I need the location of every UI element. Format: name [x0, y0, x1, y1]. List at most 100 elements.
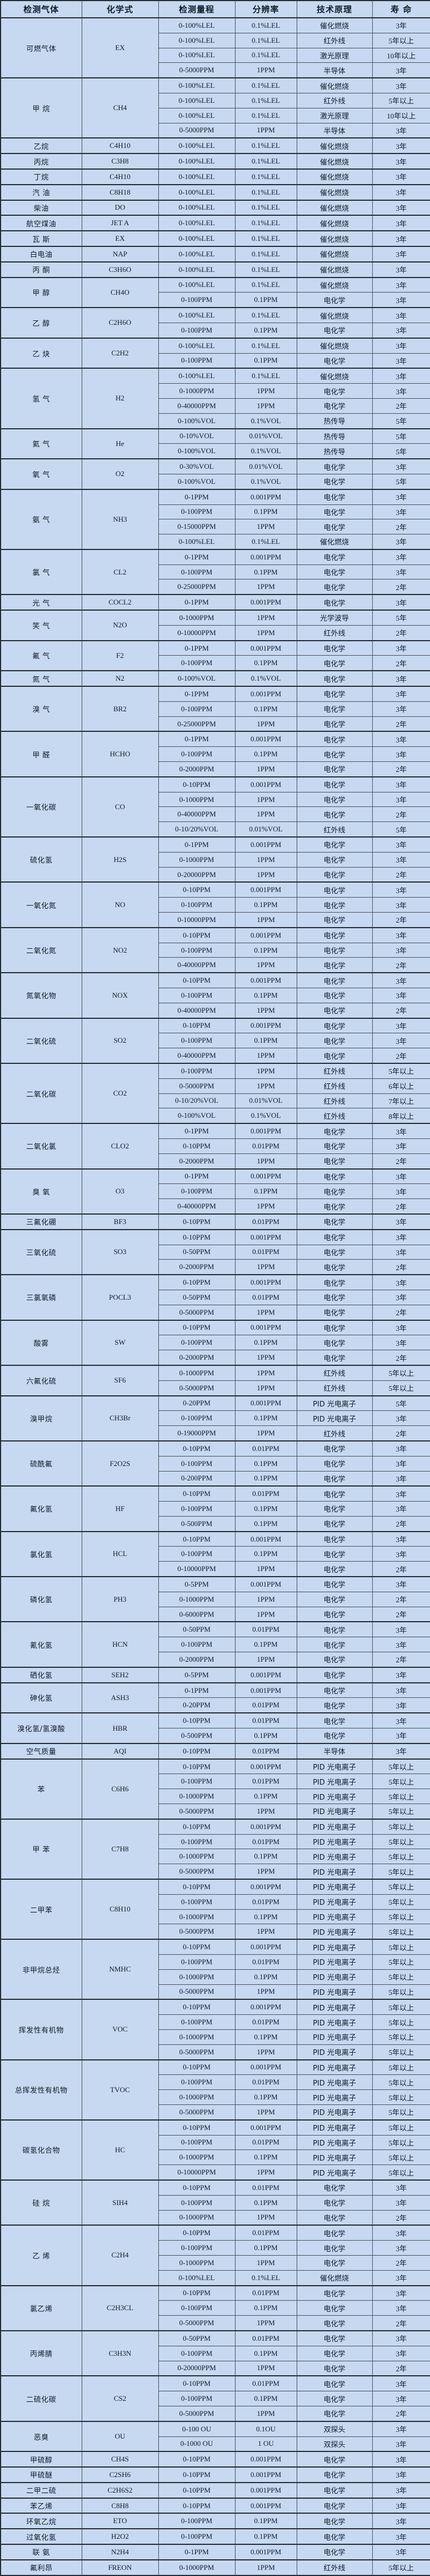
table-row: 0-1000PPM 1PPM 电化学 2年	[1, 2255, 430, 2271]
principle-cell: PID 光电离子	[296, 1864, 373, 1880]
range-cell: 0-10PPM	[158, 1138, 236, 1154]
table-row: 0-100PPM 0.1PPM PID 光电离子 3年	[1, 1410, 430, 1426]
principle-cell: PID 光电离子	[296, 2029, 373, 2045]
resolution-cell: 1PPM	[234, 866, 297, 883]
principle-cell: 电化学	[296, 791, 373, 808]
range-cell: 0-100PPM	[158, 1062, 236, 1079]
column-header-principle: 技术原理	[296, 0, 373, 18]
table-row: 硒化氢 SEH2 0-5PPM 0.001PPM 电化学 3年	[0, 1666, 430, 1683]
resolution-cell: 0.1PPM	[234, 1849, 297, 1865]
table-row: 0-1000PPM 0.1PPM PID 光电离子 5年以上	[1, 1969, 430, 1985]
gas-name-cell: 丙烷	[0, 153, 82, 170]
range-cell: 0-40000PPM	[158, 957, 236, 973]
principle-cell: PID 光电离子	[296, 1939, 373, 1955]
principle-cell: 催化燃烧	[296, 534, 373, 550]
principle-cell: 电化学	[296, 1621, 373, 1638]
formula-cell: AQI	[81, 1742, 159, 1760]
table-row: 乙烷 C4H10 0-100%LEL 0.1%LEL 催化燃烧 3年	[0, 137, 430, 154]
resolution-cell: 0.1%LEL	[234, 368, 297, 384]
principle-cell: 电化学	[296, 1470, 373, 1487]
principle-cell: 红外线	[296, 821, 373, 838]
resolution-cell: 0.1PPM	[234, 701, 297, 717]
range-cell: 0-1000PPM	[158, 610, 236, 626]
formula-cell: F2O2S	[81, 1440, 159, 1487]
range-cell: 0-100PPM	[158, 1335, 236, 1351]
range-cell: 0-100%LEL	[158, 230, 236, 247]
range-cell: 0-100PPM	[158, 1183, 236, 1200]
principle-cell: PID 光电离子	[296, 2119, 373, 2136]
resolution-cell: 0.01PPM	[234, 1485, 297, 1502]
principle-cell: 半导体	[296, 122, 373, 138]
range-cell: 0-100%VOL	[158, 473, 236, 490]
resolution-cell: 0.1%LEL	[234, 337, 297, 354]
principle-cell: 电化学	[296, 594, 373, 611]
range-cell: 0-100PPM	[158, 1455, 236, 1472]
formula-cell: EX	[81, 230, 159, 247]
principle-cell: 红外线	[296, 1380, 373, 1396]
range-cell: 0-40000PPM	[158, 1048, 236, 1064]
resolution-cell: 0.1PPM	[234, 2345, 297, 2361]
table-row: 非甲烷总烃 NMHC 0-10PPM 0.001PPM PID 光电离子 5年以上	[0, 1939, 430, 2000]
table-row: 可燃气体 EX 0-100%LEL 0.1%LEL 催化燃烧 3年	[0, 17, 430, 78]
resolution-cell: 0.1PPM	[234, 746, 297, 762]
table-row: 0-5000PPM 1PPM 电化学 2年	[1, 1304, 430, 1321]
principle-cell: 电化学	[296, 640, 373, 656]
range-cell: 0-1PPM	[158, 640, 236, 656]
gas-name-cell: 航空煤油	[0, 215, 82, 231]
table-row: 溴甲烷 CH3Br 0-20PPM 0.001PPM PID 光电离子 5年	[0, 1395, 430, 1441]
principle-cell: 电化学	[296, 2210, 373, 2226]
principle-cell: PID 光电离子	[296, 1954, 373, 1970]
resolution-cell: 0.001PPM	[234, 488, 297, 505]
gas-name-cell: 氟利昂	[0, 2559, 82, 2576]
principle-cell: 电化学	[296, 1440, 373, 1457]
principle-cell: PID 光电离子	[296, 1818, 373, 1835]
resolution-cell: 0.1%LEL	[234, 199, 297, 216]
table-row: 0-100%VOL 0.1%VOL 热传导 5年	[1, 443, 430, 459]
resolution-cell: 0.1%LEL	[234, 276, 297, 293]
principle-cell: 电化学	[296, 504, 373, 520]
table-row: 二氧化碳 CO2 0-100PPM 1PPM 红外线 5年以上	[0, 1062, 430, 1124]
range-cell: 0-100PPM	[158, 2300, 236, 2316]
range-cell: 0-10000PPM	[158, 625, 236, 641]
gas-name-cell: 氯乙烯	[0, 2285, 82, 2331]
table-row: 氢 气 H2 0-100%LEL 0.1%LEL 催化燃烧 3年	[0, 368, 430, 429]
table-row: 0-10000PPM 1PPM 红外线 2年	[1, 625, 430, 641]
table-row: 0-100PPM 0.1PPM 电化学 3年	[1, 746, 430, 762]
range-cell: 0-30%VOL	[158, 458, 236, 474]
formula-cell: CH4S	[81, 2451, 159, 2468]
principle-cell: 电化学	[296, 1561, 373, 1577]
resolution-cell: 1PPM	[234, 791, 297, 808]
lifespan-cell: 3年	[372, 534, 430, 550]
lifespan-cell: 5年以上	[372, 1758, 430, 1775]
table-row: 0-100PPM 0.1PPM 电化学 3年	[1, 292, 430, 308]
lifespan-cell: 3年	[372, 62, 430, 78]
lifespan-cell: 3年	[372, 686, 430, 702]
principle-cell: 电化学	[296, 1576, 373, 1592]
range-cell: 0-10PPM	[158, 1319, 236, 1336]
lifespan-cell: 5年以上	[372, 1939, 430, 1955]
gas-name-cell: 硒化氢	[0, 1666, 82, 1683]
table-row: 0-100PPM 0.01PPM PID 光电离子 5年以上	[1, 1834, 430, 1850]
gas-name-cell: 空气质量	[0, 1742, 82, 1760]
table-row: 0-100PPM 0.01PPM PID 光电离子 5年以上	[1, 2014, 430, 2030]
resolution-cell: 1PPM	[234, 122, 297, 138]
formula-cell: NAP	[81, 245, 159, 262]
resolution-cell: 0.1PPM	[234, 1969, 297, 1985]
formula-cell: CH3Br	[81, 1395, 159, 1441]
resolution-cell: 0.1PPM	[234, 1909, 297, 1925]
table-row: 二硫化碳 CS2 0-10PPM 0.01PPM 电化学 3年	[0, 2375, 430, 2422]
lifespan-cell: 3年	[372, 488, 430, 505]
table-row: 丙烯腈 C3H3N 0-50PPM 0.01PPM 电化学 3年	[0, 2330, 430, 2376]
lifespan-cell: 3年	[372, 276, 430, 293]
formula-cell: EX	[81, 17, 159, 78]
table-row: 0-5000PPM 1PPM PID 光电离子 5年以上	[1, 1984, 430, 2000]
range-cell: 0-5000PPM	[158, 1984, 236, 2000]
table-row: 丙 酮 C3H6O 0-100%LEL 0.1%LEL 催化燃烧 3年	[0, 261, 430, 278]
formula-cell: N2H4	[81, 2544, 159, 2560]
principle-cell: PID 光电离子	[296, 1804, 373, 1820]
gas-name-cell: 氮 气	[0, 670, 82, 687]
table-row: 氦 气 He 0-10%VOL 0.01%VOL 热传导 5年	[0, 428, 430, 459]
formula-cell: C2H3CL	[81, 2285, 159, 2331]
gas-name-cell: 汽 油	[0, 184, 82, 201]
gas-name-cell: 可燃气体	[0, 17, 82, 78]
